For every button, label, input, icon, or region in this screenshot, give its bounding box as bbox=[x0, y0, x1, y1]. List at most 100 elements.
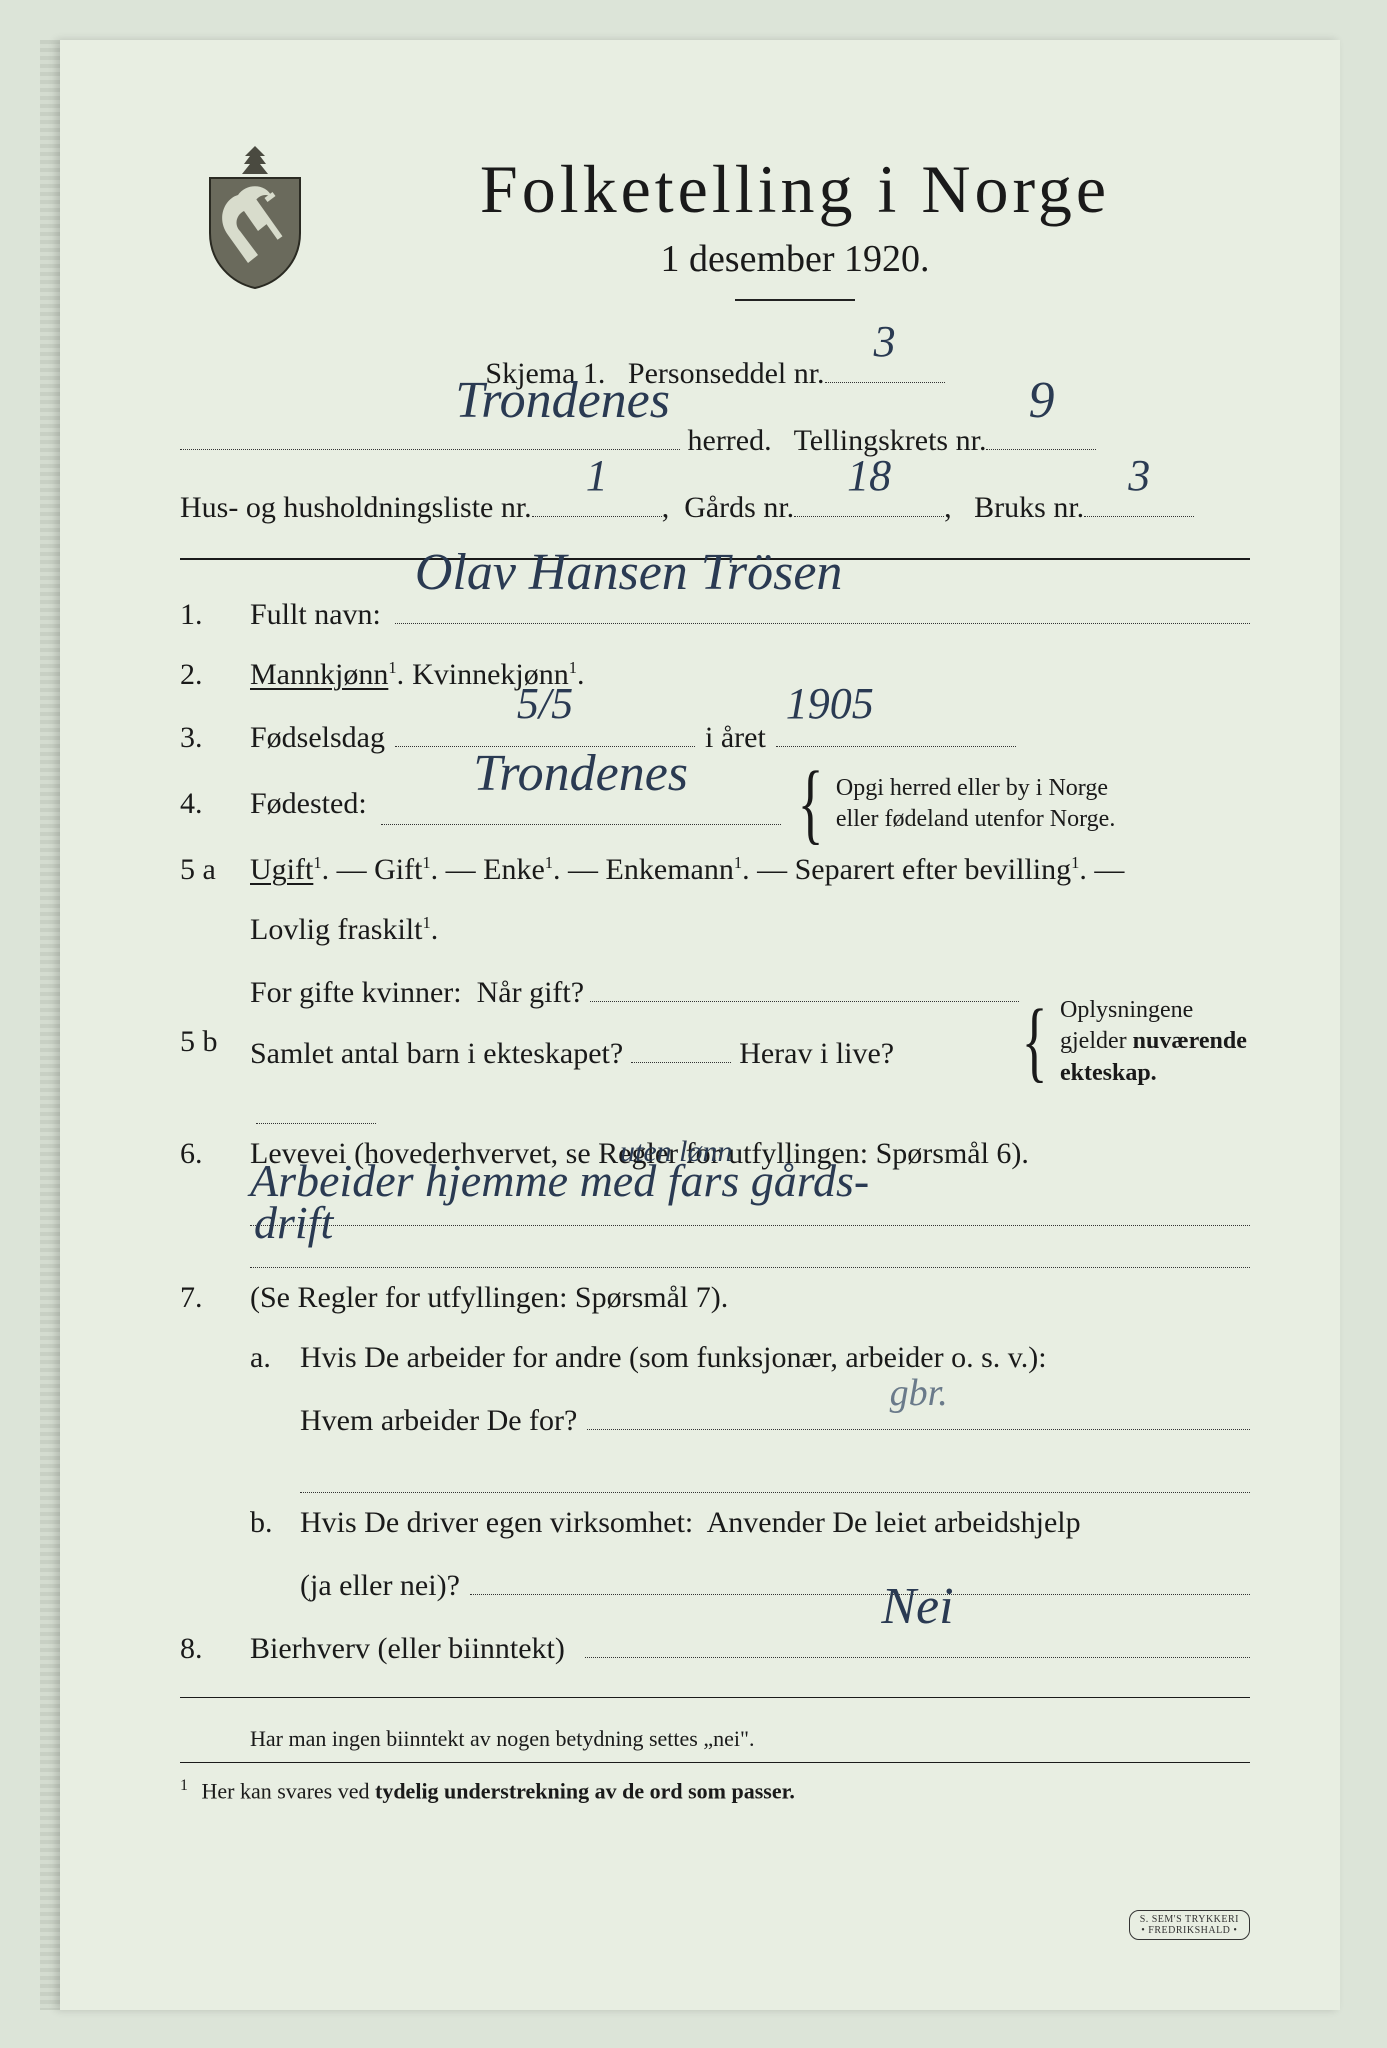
q4-note: Opgi herred eller by i Norge eller fødel… bbox=[826, 773, 1115, 835]
q4-value: Trondenes bbox=[381, 722, 781, 826]
personseddel-nr-field: 3 bbox=[825, 341, 945, 383]
printer-l1: S. SEM'S TRYKKERI bbox=[1140, 1914, 1239, 1925]
q7a-row3 bbox=[180, 1451, 1250, 1493]
footnote-text: Her kan svares ved tydelig understreknin… bbox=[202, 1778, 795, 1803]
q5b-note: Oplysningene gjelder nuværende ekteskap. bbox=[1050, 995, 1250, 1089]
q4-brace-icon: { bbox=[797, 768, 823, 840]
q5a-tail-row: Lovlig fraskilt1. bbox=[180, 900, 1250, 960]
q7b-l1: Hvis De driver egen virksomhet: Anvender… bbox=[300, 1493, 1081, 1553]
q5b-l2b: Herav i live? bbox=[739, 1025, 894, 1082]
q7-label: (Se Regler for utfyllingen: Spørsmål 7). bbox=[250, 1268, 728, 1328]
q2-row: 2. Mannkjønn1. Kvinnekjønn1. bbox=[180, 645, 1250, 705]
q5b-l1a: For gifte kvinner: Når gift? bbox=[250, 964, 584, 1021]
q8-label: Bierhverv (eller biinntekt) bbox=[250, 1619, 565, 1679]
q5a-option-text: Enkemann bbox=[606, 853, 734, 886]
q6-value-row2: drift bbox=[180, 1226, 1250, 1268]
q5a-option-sup: 1 bbox=[734, 853, 742, 872]
q7a-row2: Hvem arbeider De for? gbr. bbox=[180, 1388, 1250, 1451]
q5b-brace-icon: { bbox=[1021, 1006, 1047, 1078]
q5b-note-l2: gjelder nuværende bbox=[1060, 1028, 1247, 1054]
q1-field: Olav Hansen Trösen bbox=[395, 582, 1250, 624]
q3-year-field: 1905 bbox=[776, 705, 1016, 747]
q5b-body: For gifte kvinner: Når gift? Samlet anta… bbox=[250, 960, 1019, 1124]
q5b-note-l3: ekteskap. bbox=[1060, 1060, 1157, 1086]
q5a-num: 5 a bbox=[180, 840, 250, 900]
printer-l2: • FREDRIKSHALD • bbox=[1140, 1925, 1239, 1936]
q5b-barn-field bbox=[631, 1021, 731, 1063]
q5a-tail: Lovlig fraskilt1. bbox=[250, 900, 438, 960]
q7a-l2: Hvem arbeider De for? bbox=[300, 1391, 577, 1451]
q5a-option: Gift1. — bbox=[374, 853, 483, 886]
q8-row: 8. Bierhverv (eller biinntekt) Nei bbox=[180, 1616, 1250, 1679]
q4-label: Fødested: bbox=[250, 774, 367, 834]
q8-num: 8. bbox=[180, 1619, 250, 1679]
q6-num: 6. bbox=[180, 1124, 250, 1184]
printer-mark: S. SEM'S TRYKKERI • FREDRIKSHALD • bbox=[1129, 1910, 1250, 1940]
norway-coat-of-arms-icon bbox=[200, 140, 310, 290]
q5b-row1: 5 b For gifte kvinner: Når gift? Samlet … bbox=[180, 960, 1250, 1124]
q5b-note-l1: Oplysningene bbox=[1060, 997, 1193, 1023]
q2-num: 2. bbox=[180, 645, 250, 705]
q5a-options: Ugift1. — Gift1. — Enke1. — Enkemann1. —… bbox=[250, 840, 1124, 900]
footnote-num: 1 bbox=[180, 1777, 188, 1794]
q1-num: 1. bbox=[180, 585, 250, 645]
bruks-value: 3 bbox=[1084, 434, 1194, 518]
tellingskrets-field: 9 bbox=[986, 408, 1096, 450]
q3-label: Fødselsdag bbox=[250, 708, 385, 768]
q5a-option: Separert efter bevilling1. — bbox=[795, 853, 1125, 886]
tellingskrets-value: 9 bbox=[986, 352, 1096, 451]
q6-value-2: drift bbox=[250, 1177, 1250, 1269]
q5a-option-sup: 1 bbox=[1071, 853, 1079, 872]
q4-note-l1: Opgi herred eller by i Norge bbox=[836, 775, 1108, 801]
q5a-option-text: Separert efter bevilling bbox=[795, 853, 1072, 886]
title-block: Folketelling i Norge 1 desember 1920. bbox=[340, 130, 1250, 301]
footnote: 1 Her kan svares ved tydelig understrekn… bbox=[180, 1762, 1250, 1804]
scan-left-edge bbox=[40, 40, 60, 2010]
q7-row: 7. (Se Regler for utfyllingen: Spørsmål … bbox=[180, 1268, 1250, 1328]
q2-mann-text: Mannkjønn bbox=[250, 658, 388, 691]
q5a-option-sup: 1 bbox=[313, 853, 321, 872]
q5a-option: Enkemann1. — bbox=[606, 853, 795, 886]
q4-field: Trondenes bbox=[381, 783, 781, 825]
q5a-option-sup: 1 bbox=[545, 853, 553, 872]
form-subtitle: 1 desember 1920. bbox=[340, 237, 1250, 281]
q3-year-value: 1905 bbox=[776, 660, 1016, 748]
q5a-option: Enke1. — bbox=[483, 853, 605, 886]
q4-num: 4. bbox=[180, 774, 250, 834]
q1-label: Fullt navn: bbox=[250, 585, 381, 645]
q5b-l2a: Samlet antal barn i ekteskapet? bbox=[250, 1025, 623, 1082]
q5b-live-field bbox=[256, 1082, 376, 1124]
tail-rule bbox=[180, 1697, 1250, 1698]
q7a-num: a. bbox=[250, 1328, 300, 1388]
q7b-l2: (ja eller nei)? bbox=[300, 1556, 460, 1616]
q6-field-2: drift bbox=[250, 1226, 1250, 1268]
q5a-option-text: Ugift bbox=[250, 853, 313, 886]
husliste-field: 1 bbox=[532, 475, 662, 517]
q7a-field-2 bbox=[300, 1451, 1250, 1493]
q1-value: Olav Hansen Trösen bbox=[395, 521, 1250, 625]
personseddel-nr-value: 3 bbox=[825, 300, 945, 384]
q7b-row1: b. Hvis De driver egen virksomhet: Anven… bbox=[180, 1493, 1250, 1553]
form-title: Folketelling i Norge bbox=[340, 150, 1250, 229]
q5a-option: Ugift1. — bbox=[250, 853, 374, 886]
q2-mann: Mannkjønn1. bbox=[250, 645, 404, 705]
q3-num: 3. bbox=[180, 708, 250, 768]
q8-value: Nei bbox=[585, 1555, 1250, 1659]
q5b-gift-field bbox=[590, 960, 1019, 1002]
q5a-option-text: Gift bbox=[374, 853, 422, 886]
q7b-num: b. bbox=[250, 1493, 300, 1553]
q5a-tail-text: Lovlig fraskilt bbox=[250, 913, 422, 946]
husliste-value: 1 bbox=[532, 434, 662, 518]
q5b-num: 5 b bbox=[180, 1012, 250, 1072]
q7-num: 7. bbox=[180, 1268, 250, 1328]
bruks-field: 3 bbox=[1084, 475, 1194, 517]
q1-row: 1. Fullt navn: Olav Hansen Trösen bbox=[180, 582, 1250, 645]
gaards-value: 18 bbox=[794, 434, 944, 518]
q5a-option-text: Enke bbox=[483, 853, 545, 886]
tail-note: Har man ingen biinntekt av nogen betydni… bbox=[180, 1726, 1250, 1752]
q5a-row: 5 a Ugift1. — Gift1. — Enke1. — Enkemann… bbox=[180, 840, 1250, 900]
q7a-field: gbr. bbox=[587, 1388, 1250, 1430]
form-header: Folketelling i Norge 1 desember 1920. bbox=[180, 130, 1250, 301]
q7a-value: gbr. bbox=[587, 1355, 1250, 1431]
q8-field: Nei bbox=[585, 1616, 1250, 1658]
